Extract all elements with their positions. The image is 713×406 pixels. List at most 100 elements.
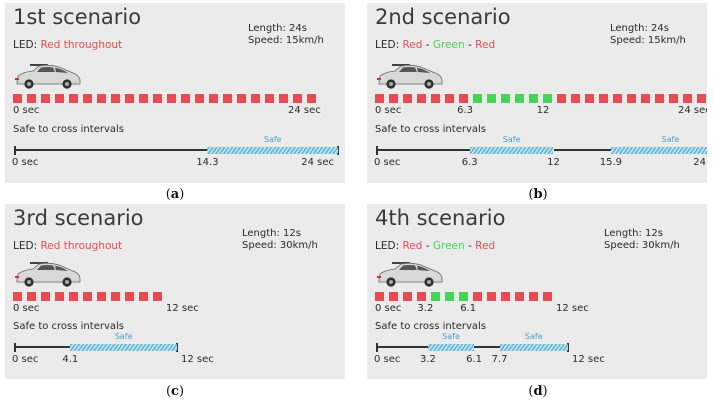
timeline-end-cap [176,342,178,352]
timeline-end-cap [337,145,339,155]
car-icon [13,63,83,95]
led-square-red [83,94,92,103]
panel-caption-letter: b [533,187,543,202]
timeline-tick-label: 6.1 [466,354,483,365]
led-color-text: Red [475,240,496,252]
timeline-tick-label: 0 sec [12,157,39,168]
led-square-red [375,94,384,103]
led-square-red [375,292,384,301]
panel-caption: (c) [165,384,185,399]
led-label: LED: [375,39,403,51]
led-square-red [41,94,50,103]
led-square-red [279,94,288,103]
panel-title: 1st scenario [13,5,142,29]
length-text: Length: 12s [242,228,301,239]
led-square-red [417,94,426,103]
panel-title: 2nd scenario [375,5,511,29]
led-square-red [55,94,64,103]
led-square-red [293,94,302,103]
timeline-tick-label: 4.1 [62,354,79,365]
length-text: Length: 24s [248,23,307,34]
led-color-text: - [422,240,433,252]
led-square-green [445,292,454,301]
timeline-start-cap [376,342,378,352]
safe-interval-label: Safe [114,332,133,341]
led-square-red [223,94,232,103]
panel-caption: (a) [165,187,185,202]
led-square-red [97,292,106,301]
led-tick-label: 12 [536,105,550,116]
led-square-green [501,94,510,103]
timeline-start-cap [14,145,16,155]
led-square-red [27,94,36,103]
safe-interval [469,146,554,154]
led-tick-label: 24 sec [288,105,321,116]
led-square-red [389,94,398,103]
led-square-red [669,94,678,103]
led-square-red [613,94,622,103]
led-label: LED: [13,39,41,51]
led-square-red [307,94,316,103]
led-square-green [487,94,496,103]
timeline-unsafe-segment [15,346,71,348]
led-square-red [445,94,454,103]
led-square-red [139,292,148,301]
led-tick-label: 24 sec [678,105,707,116]
timeline-tick-label: 0 sec [374,157,401,168]
led-square-red [473,292,482,301]
led-tick-label: 0 sec [375,105,402,116]
scenario-panel: 4th scenario LED: Red - Green - Red Length… [367,204,707,379]
led-square-red [181,94,190,103]
led-square-red [389,292,398,301]
led-square-red [265,94,274,103]
led-square-red [41,292,50,301]
led-square-red [571,94,580,103]
timeline-unsafe-segment [15,149,208,151]
led-tick-label: 12 sec [166,303,199,314]
car-icon [13,261,83,293]
led-color-text: Red throughout [40,240,123,252]
safe-intervals-title: Safe to cross intervals [13,321,124,332]
led-square-red [417,292,426,301]
timeline-tick-label: 0 sec [12,354,39,365]
safe-interval-label: Safe [524,332,543,341]
scenario-meta: Length: 12s Speed: 30km/h [604,228,680,252]
timeline-unsafe-segment [377,149,470,151]
led-square-red [599,94,608,103]
led-square-red [251,94,260,103]
led-color-text: - [422,39,433,51]
safe-interval-label: Safe [263,135,282,144]
led-square-red [153,292,162,301]
safe-interval [207,146,338,154]
safe-intervals-title: Safe to cross intervals [375,124,486,135]
led-square-red [627,94,636,103]
led-square-red [459,94,468,103]
panel-title: 4th scenario [375,206,506,230]
led-square-red [543,292,552,301]
panel-caption: (b) [528,187,548,202]
timeline-unsafe-segment [474,346,500,348]
led-square-red [69,94,78,103]
led-square-red [487,292,496,301]
led-tick-label: 12 sec [556,303,589,314]
car-icon [375,63,445,95]
led-square-red [431,94,440,103]
timeline-tick-label: 24 sec [693,157,707,168]
led-square-red [139,94,148,103]
length-text: Length: 24s [610,23,669,34]
led-color-text: Red throughout [40,39,123,51]
timeline-tick-label: 24 sec [301,157,334,168]
led-color-text: Red [402,240,423,252]
led-color-text: - [464,39,476,51]
led-color-text: Green [432,39,465,51]
led-tick-label: 0 sec [13,105,40,116]
led-square-red [27,292,36,301]
led-color-text: - [464,240,476,252]
timeline-tick-label: 7.7 [491,354,508,365]
timeline-tick-label: 12 sec [181,354,214,365]
scenario-panel: 1st scenario LED: Red throughout Length: 2… [5,3,345,183]
timeline-tick-label: 12 [547,157,560,168]
led-square-red [111,94,120,103]
led-square-red [557,94,566,103]
led-description: LED: Red - Green - Red [375,240,495,252]
